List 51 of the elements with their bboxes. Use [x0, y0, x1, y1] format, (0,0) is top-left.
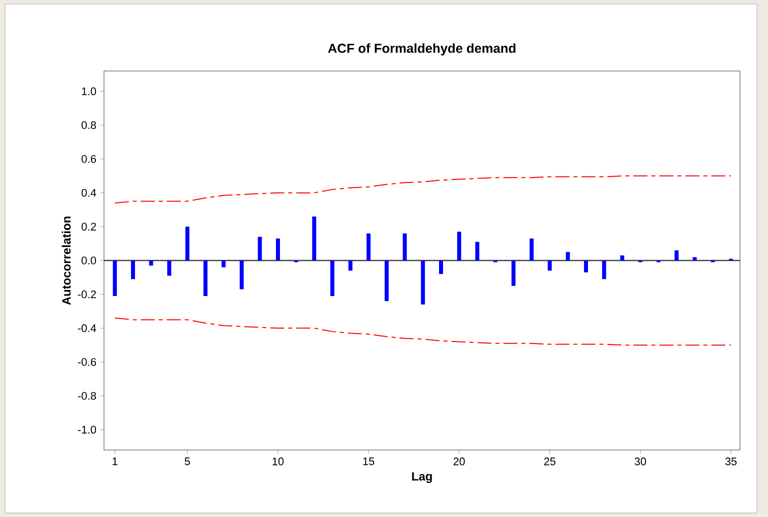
bar [620, 255, 624, 260]
y-tick-label: 0.0 [82, 256, 96, 264]
x-tick-label: 25 [544, 458, 556, 466]
bar [258, 236, 262, 260]
bar [566, 252, 570, 260]
y-tick-label: -0.4 [78, 324, 96, 332]
bar [692, 257, 697, 260]
bar [366, 233, 371, 260]
x-tick-label: 15 [363, 458, 374, 466]
bar [475, 242, 480, 260]
x-tick-label: 1 [112, 458, 118, 466]
x-tick-label: 30 [634, 458, 646, 466]
bar [348, 260, 352, 271]
bar [602, 260, 606, 280]
chart-title: ACF of Formaldehyde demand [328, 43, 516, 56]
bar [420, 260, 425, 304]
x-tick-label: 35 [725, 458, 737, 466]
bar [167, 260, 172, 276]
bar [530, 238, 534, 260]
bar [112, 260, 117, 296]
bar [330, 260, 334, 296]
y-tick-label: -0.6 [78, 358, 96, 366]
x-tick-label: 5 [184, 458, 190, 466]
y-tick-label: 0.6 [82, 155, 96, 163]
y-tick-label: -0.2 [78, 290, 96, 298]
y-tick-label: -0.8 [78, 392, 96, 400]
y-tick-label: 0.8 [82, 121, 96, 130]
y-axis-title: Autocorrelation [62, 216, 71, 305]
bar [185, 226, 190, 260]
bar [457, 232, 462, 260]
bar [240, 260, 244, 290]
bar [222, 260, 226, 268]
bar [149, 260, 154, 266]
y-tick-label: -1.0 [78, 426, 96, 434]
bar [512, 260, 516, 286]
bar [312, 216, 316, 260]
x-tick-label: 20 [454, 458, 465, 466]
bar [384, 260, 389, 302]
bar [402, 233, 407, 260]
y-tick-label: 0.2 [82, 222, 96, 231]
bar [584, 260, 588, 272]
y-tick-label: 1.0 [82, 87, 96, 96]
x-tick-label: 10 [272, 458, 284, 466]
bar [548, 260, 552, 271]
bar [276, 238, 280, 260]
bar [674, 250, 679, 260]
x-axis-title: Lag [412, 472, 432, 483]
bar [439, 260, 444, 274]
y-tick-label: 0.4 [82, 188, 96, 197]
bar [130, 260, 135, 280]
bar [203, 260, 208, 296]
